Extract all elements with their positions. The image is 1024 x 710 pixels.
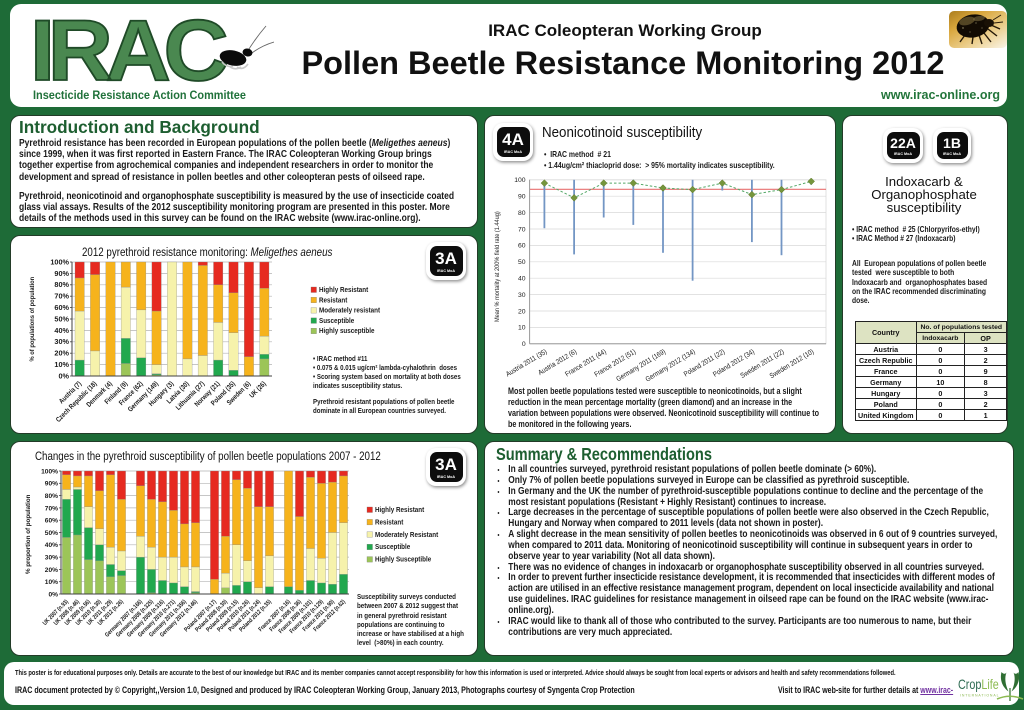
svg-text:30%: 30%	[45, 555, 58, 562]
svg-text:20%: 20%	[45, 567, 58, 574]
svg-text:80: 80	[518, 210, 526, 217]
svg-text:100: 100	[514, 177, 526, 184]
svg-text:INTERNATIONAL: INTERNATIONAL	[960, 694, 999, 698]
svg-text:40%: 40%	[54, 326, 69, 335]
svg-text:70%: 70%	[45, 505, 58, 512]
svg-text:30: 30	[518, 292, 526, 299]
svg-text:Susceptible: Susceptible	[319, 318, 354, 326]
svg-text:Mean % mortality at 200% field: Mean % mortality at 200% field rate (1.4…	[494, 211, 502, 322]
svg-text:10%: 10%	[45, 579, 58, 586]
svg-text:50%: 50%	[45, 530, 58, 537]
svg-text:80%: 80%	[45, 493, 58, 500]
svg-text:10: 10	[518, 325, 526, 332]
svg-text:Resistant: Resistant	[375, 519, 404, 527]
svg-text:90%: 90%	[54, 269, 69, 278]
svg-text:% proportion of population: % proportion of population	[25, 494, 32, 574]
svg-text:Highly susceptible: Highly susceptible	[319, 328, 375, 336]
svg-text:40: 40	[518, 276, 526, 283]
svg-text:0%: 0%	[48, 591, 58, 598]
svg-text:% of populations of population: % of populations of population	[29, 277, 37, 362]
svg-text:40%: 40%	[45, 542, 58, 549]
svg-text:50%: 50%	[54, 314, 69, 323]
svg-text:70: 70	[518, 226, 526, 233]
svg-text:60: 60	[518, 243, 526, 250]
svg-text:Moderately Resistant: Moderately Resistant	[375, 531, 439, 539]
svg-text:20%: 20%	[54, 349, 69, 358]
svg-text:UK (26): UK (26)	[248, 380, 268, 400]
svg-text:0%: 0%	[58, 371, 69, 380]
svg-text:CropLife: CropLife	[958, 677, 999, 692]
svg-text:Highly Resistant: Highly Resistant	[319, 287, 369, 295]
svg-text:10%: 10%	[54, 360, 69, 369]
svg-text:100%: 100%	[41, 468, 58, 475]
svg-text:Resistant: Resistant	[319, 297, 348, 305]
svg-text:Moderately resistant: Moderately resistant	[319, 307, 381, 315]
svg-text:60%: 60%	[54, 303, 69, 312]
svg-text:Germany 2012 (134): Germany 2012 (134)	[644, 348, 696, 384]
svg-text:Susceptible: Susceptible	[375, 544, 410, 552]
svg-text:80%: 80%	[54, 280, 69, 289]
svg-text:50: 50	[518, 259, 526, 266]
svg-text:0: 0	[522, 341, 526, 348]
svg-text:30%: 30%	[54, 337, 69, 346]
svg-text:60%: 60%	[45, 518, 58, 525]
svg-text:70%: 70%	[54, 292, 69, 301]
svg-text:90%: 90%	[45, 481, 58, 488]
svg-text:90: 90	[518, 194, 526, 201]
svg-text:100%: 100%	[50, 257, 69, 266]
svg-text:20: 20	[518, 308, 526, 315]
svg-text:Highly Resistant: Highly Resistant	[375, 507, 425, 515]
svg-text:Highly Susceptible: Highly Susceptible	[375, 556, 431, 564]
